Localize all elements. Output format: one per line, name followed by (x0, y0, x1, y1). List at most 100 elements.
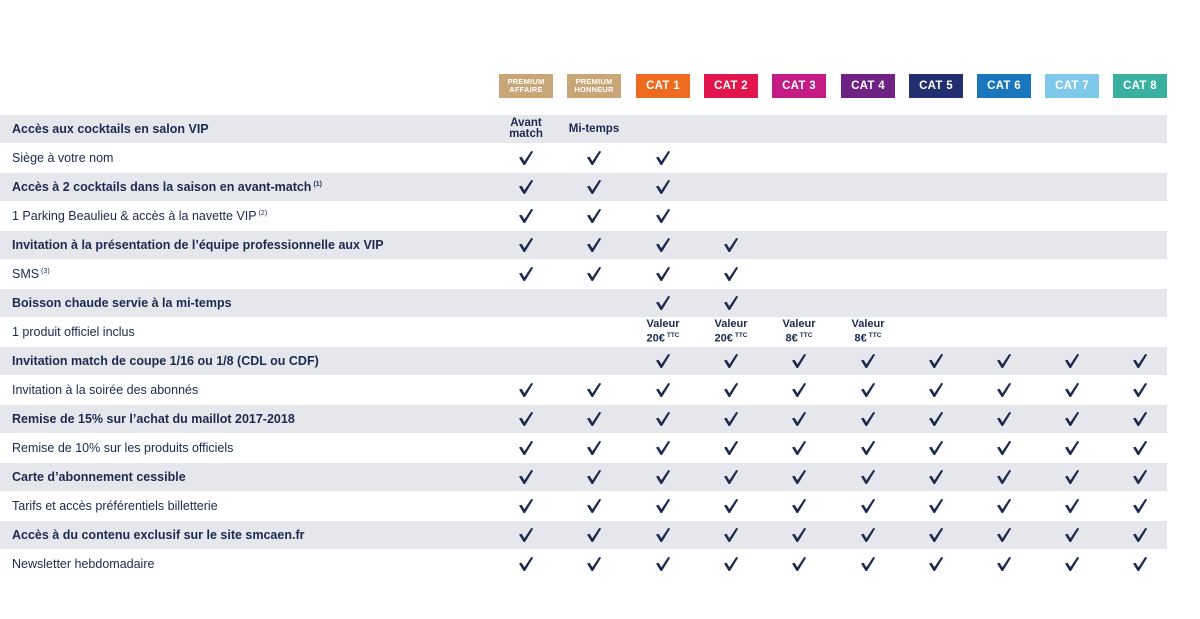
table-cell (636, 260, 690, 288)
checkmark-icon (792, 557, 807, 571)
checkmark-icon (861, 557, 876, 571)
checkmark-icon (929, 441, 944, 455)
column-header-4: CAT 2 (704, 74, 758, 98)
row-label-text: Remise de 15% sur l’achat du maillot 201… (12, 412, 295, 426)
checkmark-icon (1133, 412, 1148, 426)
table-row: 1 produit officiel inclus Valeur 20€ TTC Val… (0, 318, 1167, 346)
table-cell (636, 463, 690, 491)
table-cell (567, 260, 621, 288)
row-label: Invitation match de coupe 1/16 ou 1/8 (C… (12, 347, 319, 375)
value-text: Valeur 20€ TTC (646, 319, 679, 345)
table-cell (772, 550, 826, 578)
checkmark-icon (861, 441, 876, 455)
value-label: Valeur (646, 318, 680, 331)
checkmark-icon (792, 499, 807, 513)
table-cell (1113, 347, 1167, 375)
checkmark-icon (1133, 557, 1148, 571)
checkmark-icon (656, 528, 671, 542)
table-cell (636, 376, 690, 404)
ttc-marker: TTC (868, 332, 882, 340)
table-cell (704, 347, 758, 375)
table-cell (704, 376, 758, 404)
table-cell (499, 202, 553, 230)
checkmark-icon (519, 557, 534, 571)
table-cell (1045, 347, 1099, 375)
checkmark-icon (1065, 383, 1080, 397)
table-cell (704, 405, 758, 433)
table-cell (567, 202, 621, 230)
table-cell (704, 260, 758, 288)
checkmark-icon (724, 557, 739, 571)
checkmark-icon (519, 151, 534, 165)
row-label-text: Tarifs et accès préférentiels billetteri… (12, 499, 218, 513)
table-cell (704, 289, 758, 317)
row-label-text: Accès aux cocktails en salon VIP (12, 122, 209, 136)
checkmark-icon (587, 180, 602, 194)
checkmark-icon (1065, 470, 1080, 484)
table-cell (909, 376, 963, 404)
row-label-text: Invitation à la soirée des abonnés (12, 383, 199, 397)
checkmark-icon (587, 267, 602, 281)
cell-text: Mi-temps (568, 122, 620, 135)
checkmark-icon (1065, 499, 1080, 513)
checkmark-icon (656, 209, 671, 223)
checkmark-icon (1065, 354, 1080, 368)
column-header-3: CAT 1 (636, 74, 690, 98)
table-cell (499, 231, 553, 259)
checkmark-icon (1133, 441, 1148, 455)
table-cell (567, 521, 621, 549)
table-cell: Valeur 20€ TTC (636, 318, 690, 346)
checkmark-icon (656, 354, 671, 368)
checkmark-icon (997, 528, 1012, 542)
value-amount-number: 20€ (646, 332, 665, 345)
checkmark-icon (997, 383, 1012, 397)
table-cell (567, 144, 621, 172)
table-cell (499, 492, 553, 520)
checkmark-icon (1133, 499, 1148, 513)
table-row: Invitation match de coupe 1/16 ou 1/8 (C… (0, 347, 1167, 375)
checkmark-icon (519, 470, 534, 484)
checkmark-icon (587, 383, 602, 397)
checkmark-icon (929, 557, 944, 571)
table-cell (977, 521, 1031, 549)
row-label-text: 1 Parking Beaulieu & accès à la navette … (12, 209, 257, 223)
table-cell (1113, 463, 1167, 491)
checkmark-icon (519, 209, 534, 223)
checkmark-icon (656, 296, 671, 310)
table-cell (567, 376, 621, 404)
row-label-text: Newsletter hebdomadaire (12, 557, 155, 571)
checkmark-icon (656, 151, 671, 165)
checkmark-icon (724, 470, 739, 484)
table-cell (704, 550, 758, 578)
table-cell (499, 173, 553, 201)
checkmark-icon (997, 470, 1012, 484)
row-label-text: Accès à du contenu exclusif sur le site … (12, 528, 305, 542)
table-cell (909, 347, 963, 375)
table-row: Newsletter hebdomadaire (0, 550, 1167, 578)
table-row: Accès à 2 cocktails dans la saison en av… (0, 173, 1167, 201)
table-cell (567, 231, 621, 259)
table-cell (909, 492, 963, 520)
checkmark-icon (861, 470, 876, 484)
ttc-marker: TTC (734, 332, 748, 340)
checkmark-icon (587, 557, 602, 571)
table-row: Accès à du contenu exclusif sur le site … (0, 521, 1167, 549)
table-cell (772, 434, 826, 462)
checkmark-icon (587, 499, 602, 513)
table-cell (499, 144, 553, 172)
column-header-word: AFFAIRE (509, 85, 543, 94)
column-header-word: HONNEUR (574, 85, 614, 94)
table-row: SMS (3) (0, 260, 1167, 288)
checkmark-icon (861, 412, 876, 426)
value-amount: 20€ TTC (714, 330, 748, 345)
footnote-marker: (2) (258, 209, 268, 217)
checkmark-icon (656, 499, 671, 513)
column-header-10: CAT 8 (1113, 74, 1167, 98)
table-cell (909, 550, 963, 578)
checkmark-icon (724, 412, 739, 426)
table-cell (704, 521, 758, 549)
table-cell (567, 463, 621, 491)
value-amount: 20€ TTC (646, 330, 680, 345)
checkmark-icon (587, 412, 602, 426)
checkmark-icon (724, 296, 739, 310)
